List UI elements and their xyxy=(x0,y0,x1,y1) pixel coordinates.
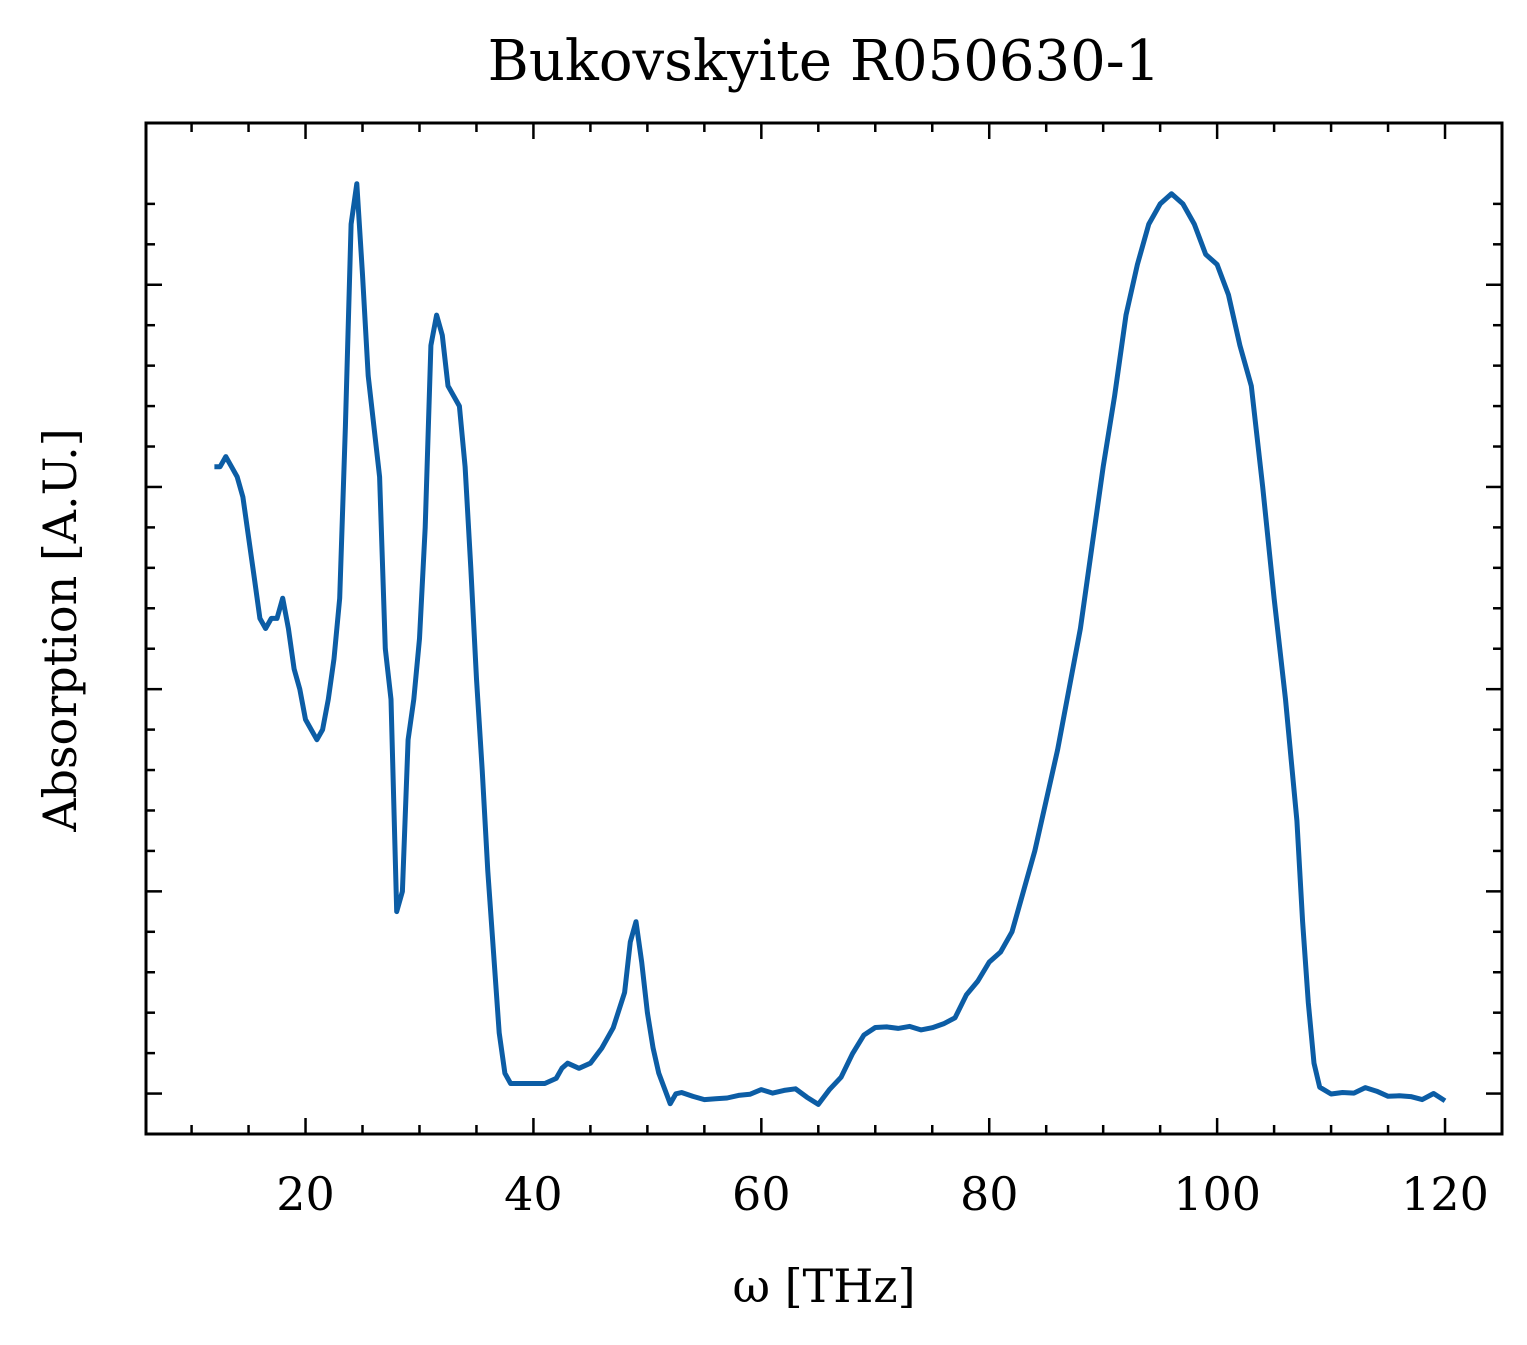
x-tick-label: 80 xyxy=(960,1167,1019,1221)
x-tick-labels: 20 40 60 80 100 120 xyxy=(276,1167,1489,1221)
y-axis-label: Absorption [A.U.] xyxy=(33,428,87,832)
x-tick-label: 60 xyxy=(732,1167,791,1221)
series-line-0 xyxy=(214,181,1447,1107)
plot-frame xyxy=(144,121,1504,1136)
chart-title: Bukovskyite R050630-1 xyxy=(488,29,1161,94)
x-tick-label: 20 xyxy=(276,1167,335,1221)
plot-area xyxy=(214,181,1447,1107)
x-tick-label: 100 xyxy=(1173,1167,1261,1221)
x-tick-label: 40 xyxy=(504,1167,563,1221)
x-axis-label: ω [THz] xyxy=(732,1259,915,1313)
x-tick-label: 120 xyxy=(1401,1167,1489,1221)
